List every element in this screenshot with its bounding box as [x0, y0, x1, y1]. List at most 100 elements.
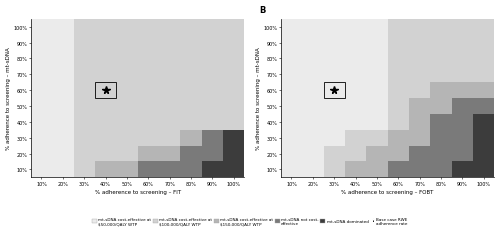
Bar	[52, 146, 74, 162]
Bar	[138, 35, 159, 51]
Bar	[31, 35, 52, 51]
Bar	[95, 99, 116, 114]
Bar	[202, 51, 223, 67]
Bar	[95, 130, 116, 146]
Bar	[281, 114, 302, 130]
Bar	[159, 20, 180, 35]
Bar	[345, 51, 366, 67]
Bar	[324, 99, 345, 114]
Bar	[116, 83, 138, 99]
Bar	[430, 51, 452, 67]
Bar	[95, 20, 116, 35]
Bar	[409, 83, 430, 99]
Bar	[366, 51, 388, 67]
Bar	[74, 130, 95, 146]
Bar	[52, 130, 74, 146]
X-axis label: % adherence to screening – FOBT: % adherence to screening – FOBT	[342, 189, 434, 194]
Bar	[409, 146, 430, 162]
Bar	[31, 67, 52, 83]
Bar	[324, 162, 345, 177]
Bar	[366, 99, 388, 114]
Bar	[452, 114, 473, 130]
Bar	[430, 35, 452, 51]
Bar	[223, 20, 244, 35]
Bar	[430, 146, 452, 162]
Bar	[202, 114, 223, 130]
Bar	[223, 146, 244, 162]
Bar	[281, 99, 302, 114]
Bar	[95, 35, 116, 51]
Bar	[159, 130, 180, 146]
Bar	[388, 67, 409, 83]
Bar	[95, 162, 116, 177]
Bar	[409, 114, 430, 130]
Bar	[452, 162, 473, 177]
Bar	[345, 162, 366, 177]
Legend: mt-sDNA cost-effective at
$50,000/QALY WTP, mt-sDNA cost-effective at
$100,000/Q: mt-sDNA cost-effective at $50,000/QALY W…	[90, 215, 409, 227]
Bar	[116, 146, 138, 162]
Bar	[409, 99, 430, 114]
Bar	[180, 130, 202, 146]
Bar	[302, 99, 324, 114]
Bar	[159, 99, 180, 114]
Bar	[223, 114, 244, 130]
Bar	[388, 83, 409, 99]
Bar	[180, 35, 202, 51]
Bar	[430, 83, 452, 99]
Bar	[95, 51, 116, 67]
Bar	[302, 67, 324, 83]
Bar	[430, 67, 452, 83]
Bar	[302, 35, 324, 51]
Bar	[52, 35, 74, 51]
Bar	[159, 114, 180, 130]
Bar	[409, 35, 430, 51]
Bar	[345, 99, 366, 114]
Bar	[180, 20, 202, 35]
Bar	[452, 83, 473, 99]
Bar	[223, 35, 244, 51]
Bar	[74, 67, 95, 83]
Bar	[52, 51, 74, 67]
Bar	[388, 99, 409, 114]
Bar	[180, 114, 202, 130]
Bar	[281, 67, 302, 83]
Bar	[31, 51, 52, 67]
Bar	[180, 99, 202, 114]
Text: B: B	[260, 6, 266, 15]
Bar	[116, 20, 138, 35]
Bar	[202, 99, 223, 114]
Bar	[366, 130, 388, 146]
Bar	[74, 20, 95, 35]
Bar	[31, 99, 52, 114]
Bar	[388, 162, 409, 177]
Bar	[388, 20, 409, 35]
Bar	[430, 114, 452, 130]
Bar	[473, 51, 494, 67]
Bar	[95, 83, 116, 99]
Bar	[74, 83, 95, 99]
Bar	[138, 20, 159, 35]
Bar	[180, 162, 202, 177]
Bar	[138, 114, 159, 130]
Bar	[159, 162, 180, 177]
Bar	[31, 130, 52, 146]
Bar	[138, 130, 159, 146]
Bar	[223, 51, 244, 67]
Bar	[74, 35, 95, 51]
Bar	[138, 146, 159, 162]
Bar	[180, 146, 202, 162]
Bar	[366, 20, 388, 35]
Bar	[116, 35, 138, 51]
Bar	[302, 130, 324, 146]
Bar	[430, 162, 452, 177]
Bar	[116, 51, 138, 67]
Bar	[159, 67, 180, 83]
Bar	[388, 35, 409, 51]
Bar	[180, 51, 202, 67]
Bar	[138, 99, 159, 114]
Bar	[31, 146, 52, 162]
Bar	[366, 146, 388, 162]
Bar	[473, 83, 494, 99]
Bar	[202, 146, 223, 162]
Bar	[159, 35, 180, 51]
